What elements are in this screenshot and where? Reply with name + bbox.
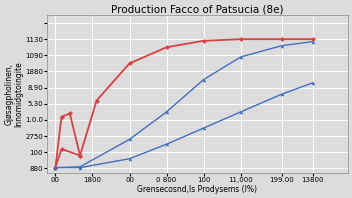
Title: Production Facco of Patsucia (8e): Production Facco of Patsucia (8e) xyxy=(111,4,284,14)
Y-axis label: Gjøsagpholinen,
Innomidgtoingite: Gjøsagpholinen, Innomidgtoingite xyxy=(4,61,24,127)
X-axis label: Grensecosnd,ls Prodysems (l%): Grensecosnd,ls Prodysems (l%) xyxy=(138,185,257,194)
